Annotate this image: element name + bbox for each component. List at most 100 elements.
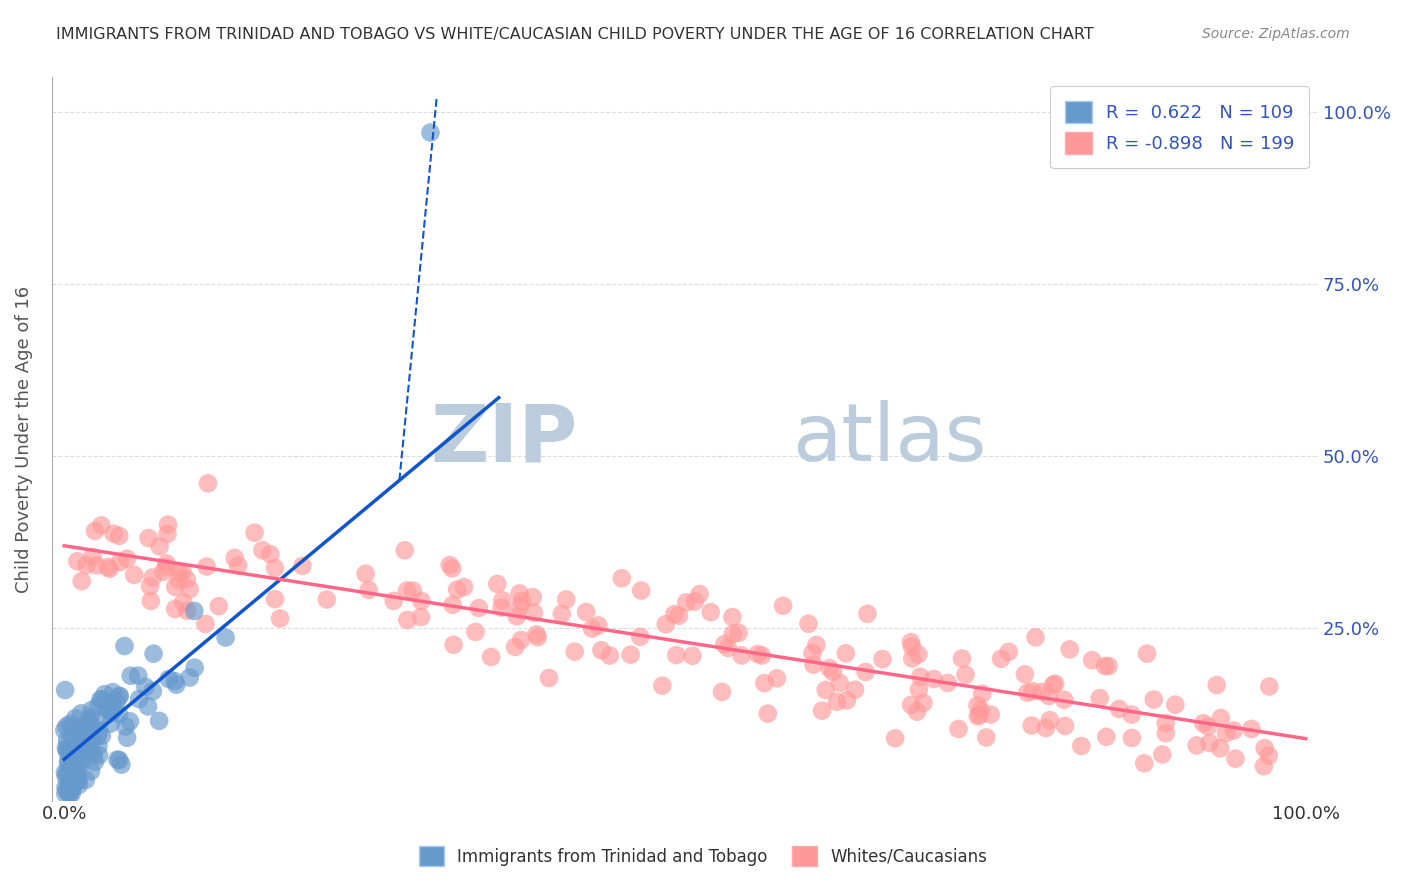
Immigrants from Trinidad and Tobago (79, 710, 101, 724)
Immigrants from Trinidad and Tobago (59, 787, 82, 801)
Whites/Caucasians (1253, 759, 1275, 773)
Whites/Caucasians (900, 635, 922, 649)
Whites/Caucasians (1258, 680, 1281, 694)
Immigrants from Trinidad and Tobago (55, 740, 77, 755)
Whites/Caucasians (264, 592, 287, 607)
Whites/Caucasians (441, 561, 464, 575)
Immigrants from Trinidad and Tobago (65, 720, 87, 734)
Whites/Caucasians (974, 731, 997, 745)
Whites/Caucasians (142, 570, 165, 584)
Immigrants from Trinidad and Tobago (98, 704, 121, 718)
Whites/Caucasians (844, 682, 866, 697)
Whites/Caucasians (727, 625, 749, 640)
Whites/Caucasians (1152, 747, 1174, 762)
Whites/Caucasians (797, 616, 820, 631)
Whites/Caucasians (259, 547, 281, 561)
Whites/Caucasians (922, 672, 945, 686)
Immigrants from Trinidad and Tobago (75, 729, 97, 743)
Whites/Caucasians (912, 696, 935, 710)
Whites/Caucasians (772, 599, 794, 613)
Immigrants from Trinidad and Tobago (86, 729, 108, 743)
Immigrants from Trinidad and Tobago (60, 787, 83, 801)
Whites/Caucasians (479, 649, 502, 664)
Whites/Caucasians (901, 651, 924, 665)
Immigrants from Trinidad and Tobago (136, 699, 159, 714)
Whites/Caucasians (1197, 719, 1219, 733)
Whites/Caucasians (108, 555, 131, 569)
Whites/Caucasians (66, 554, 89, 568)
Immigrants from Trinidad and Tobago (65, 773, 87, 788)
Whites/Caucasians (1240, 722, 1263, 736)
Whites/Caucasians (948, 722, 970, 736)
Whites/Caucasians (551, 607, 574, 621)
Immigrants from Trinidad and Tobago (53, 723, 76, 738)
Whites/Caucasians (1209, 711, 1232, 725)
Immigrants from Trinidad and Tobago (69, 730, 91, 744)
Whites/Caucasians (139, 594, 162, 608)
Whites/Caucasians (522, 590, 544, 604)
Immigrants from Trinidad and Tobago (63, 754, 86, 768)
Whites/Caucasians (689, 587, 711, 601)
Whites/Caucasians (1054, 719, 1077, 733)
Whites/Caucasians (665, 648, 688, 662)
Immigrants from Trinidad and Tobago (58, 779, 80, 793)
Immigrants from Trinidad and Tobago (62, 781, 84, 796)
Immigrants from Trinidad and Tobago (183, 661, 205, 675)
Immigrants from Trinidad and Tobago (134, 680, 156, 694)
Whites/Caucasians (754, 676, 776, 690)
Immigrants from Trinidad and Tobago (53, 765, 76, 780)
Whites/Caucasians (97, 560, 120, 574)
Whites/Caucasians (766, 671, 789, 685)
Whites/Caucasians (155, 557, 177, 571)
Whites/Caucasians (966, 698, 988, 713)
Immigrants from Trinidad and Tobago (91, 693, 114, 707)
Whites/Caucasians (1059, 642, 1081, 657)
Text: Source: ZipAtlas.com: Source: ZipAtlas.com (1202, 27, 1350, 41)
Immigrants from Trinidad and Tobago (157, 672, 180, 686)
Immigrants from Trinidad and Tobago (65, 711, 87, 725)
Immigrants from Trinidad and Tobago (183, 604, 205, 618)
Whites/Caucasians (394, 543, 416, 558)
Immigrants from Trinidad and Tobago (58, 776, 80, 790)
Whites/Caucasians (855, 665, 877, 679)
Whites/Caucasians (1097, 659, 1119, 673)
Immigrants from Trinidad and Tobago (179, 671, 201, 685)
Whites/Caucasians (683, 594, 706, 608)
Whites/Caucasians (1021, 684, 1043, 698)
Immigrants from Trinidad and Tobago (96, 702, 118, 716)
Immigrants from Trinidad and Tobago (66, 753, 89, 767)
Immigrants from Trinidad and Tobago (87, 739, 110, 754)
Whites/Caucasians (610, 571, 633, 585)
Immigrants from Trinidad and Tobago (80, 703, 103, 717)
Whites/Caucasians (756, 706, 779, 721)
Immigrants from Trinidad and Tobago (56, 741, 79, 756)
Whites/Caucasians (1143, 692, 1166, 706)
Whites/Caucasians (801, 646, 824, 660)
Whites/Caucasians (628, 630, 651, 644)
Immigrants from Trinidad and Tobago (101, 698, 124, 712)
Whites/Caucasians (980, 707, 1002, 722)
Whites/Caucasians (226, 558, 249, 573)
Whites/Caucasians (315, 592, 337, 607)
Immigrants from Trinidad and Tobago (214, 631, 236, 645)
Whites/Caucasians (564, 645, 586, 659)
Immigrants from Trinidad and Tobago (59, 717, 82, 731)
Whites/Caucasians (803, 657, 825, 672)
Whites/Caucasians (1154, 726, 1177, 740)
Immigrants from Trinidad and Tobago (67, 772, 90, 786)
Whites/Caucasians (1192, 716, 1215, 731)
Whites/Caucasians (1038, 689, 1060, 703)
Whites/Caucasians (1164, 698, 1187, 712)
Whites/Caucasians (1031, 685, 1053, 699)
Immigrants from Trinidad and Tobago (79, 745, 101, 759)
Immigrants from Trinidad and Tobago (66, 759, 89, 773)
Whites/Caucasians (1253, 741, 1275, 756)
Whites/Caucasians (197, 476, 219, 491)
Whites/Caucasians (1154, 716, 1177, 731)
Immigrants from Trinidad and Tobago (67, 726, 90, 740)
Whites/Caucasians (208, 599, 231, 614)
Whites/Caucasians (84, 524, 107, 538)
Immigrants from Trinidad and Tobago (62, 719, 84, 733)
Immigrants from Trinidad and Tobago (87, 698, 110, 713)
Whites/Caucasians (1043, 677, 1066, 691)
